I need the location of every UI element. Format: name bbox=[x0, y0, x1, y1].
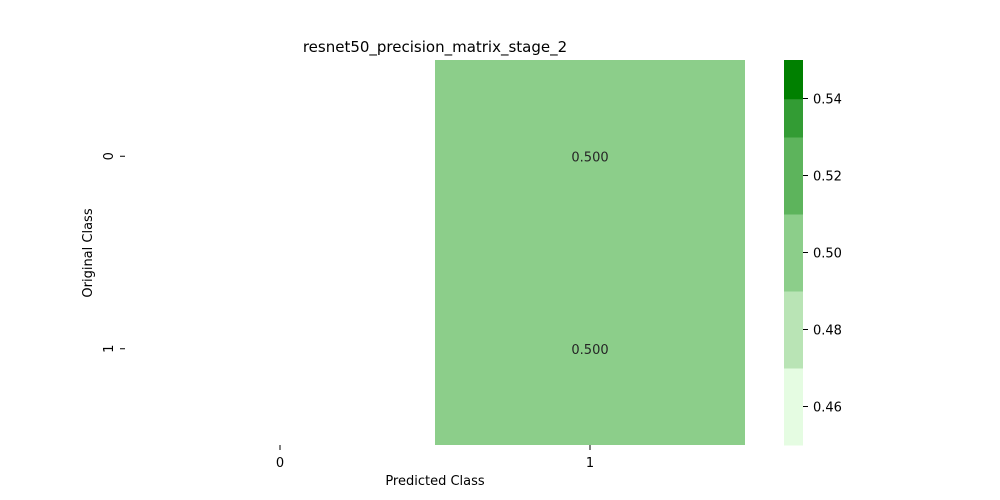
y-axis-ticks: 01 bbox=[102, 152, 125, 353]
colorbar bbox=[784, 60, 803, 446]
x-tick-label: 0 bbox=[276, 456, 284, 471]
colorbar-tick-label: 0.54 bbox=[813, 93, 842, 108]
chart-title: resnet50_precision_matrix_stage_2 bbox=[303, 38, 567, 57]
x-tick-label: 1 bbox=[586, 456, 594, 471]
heatmap-cell-label-1-1: 0.500 bbox=[571, 343, 608, 358]
y-tick-label: 1 bbox=[102, 345, 117, 353]
colorbar-tick-label: 0.48 bbox=[813, 324, 842, 339]
colorbar-ticks: 0.46 0.48 0.50 0.52 0.54 bbox=[803, 93, 842, 416]
colorbar-segment-top bbox=[784, 60, 803, 100]
heatmap-cell-1-1 bbox=[435, 252, 745, 445]
y-tick-label: 0 bbox=[102, 152, 117, 160]
colorbar-tick-label: 0.50 bbox=[813, 247, 842, 262]
y-axis-label: Original Class bbox=[81, 208, 96, 297]
colorbar-segment-3 bbox=[784, 137, 803, 215]
heatmap-cell-labels: 0.500 0.500 bbox=[571, 150, 608, 358]
heatmap-cell-label-0-1: 0.500 bbox=[571, 150, 608, 165]
colorbar-tick-label: 0.52 bbox=[813, 170, 842, 185]
x-axis-label: Predicted Class bbox=[385, 474, 485, 489]
colorbar-segment-0 bbox=[784, 368, 803, 446]
heatmap-cells bbox=[435, 60, 745, 445]
colorbar-segment-1 bbox=[784, 291, 803, 369]
heatmap-cell-0-1 bbox=[435, 60, 745, 253]
colorbar-tick-label: 0.46 bbox=[813, 401, 842, 416]
colorbar-segment-2 bbox=[784, 214, 803, 292]
